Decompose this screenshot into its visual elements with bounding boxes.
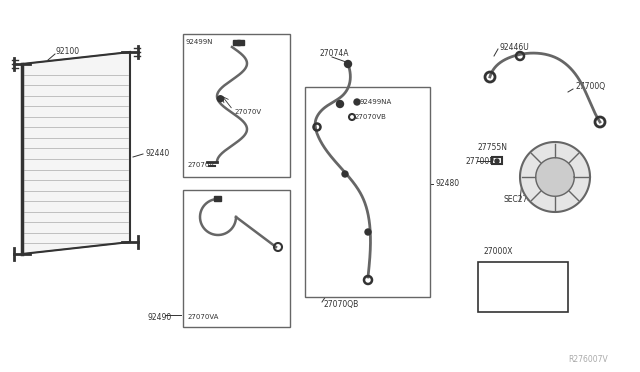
Text: 27070V: 27070V [235,109,262,115]
Polygon shape [22,52,130,254]
Bar [214,196,221,201]
Circle shape [365,229,371,235]
Text: 27700P: 27700P [465,157,494,166]
Circle shape [337,100,344,108]
Text: 92446U: 92446U [500,42,530,51]
Bar [237,40,244,45]
Text: SEC274: SEC274 [503,196,532,205]
Text: 27070VB: 27070VB [355,114,387,120]
Bar [233,40,240,45]
Text: 27070V: 27070V [188,162,215,168]
Text: 92499NA: 92499NA [360,99,392,105]
Circle shape [344,61,351,67]
Bar [305,87,430,297]
Text: 27074A: 27074A [320,49,349,58]
Circle shape [354,99,360,105]
Text: 92440: 92440 [145,150,169,158]
Polygon shape [520,142,590,212]
Bar [478,262,568,312]
Text: 27000X: 27000X [483,247,513,257]
Text: 92499N: 92499N [186,39,214,45]
Text: R276007V: R276007V [568,356,608,365]
Text: 27070QB: 27070QB [323,299,358,308]
Text: 27070VA: 27070VA [188,314,220,320]
Bar [183,190,290,327]
Bar [492,157,502,164]
Circle shape [218,96,223,102]
Text: 27700Q: 27700Q [575,83,605,92]
Text: 92480: 92480 [435,180,459,189]
Text: 92490: 92490 [148,312,172,321]
Text: 27755N: 27755N [478,142,508,151]
Circle shape [342,171,348,177]
Circle shape [495,159,499,163]
Polygon shape [536,158,574,196]
Text: <A/C LABEL>: <A/C LABEL> [499,289,547,295]
Bar [183,34,290,177]
Text: 92100: 92100 [55,48,79,57]
